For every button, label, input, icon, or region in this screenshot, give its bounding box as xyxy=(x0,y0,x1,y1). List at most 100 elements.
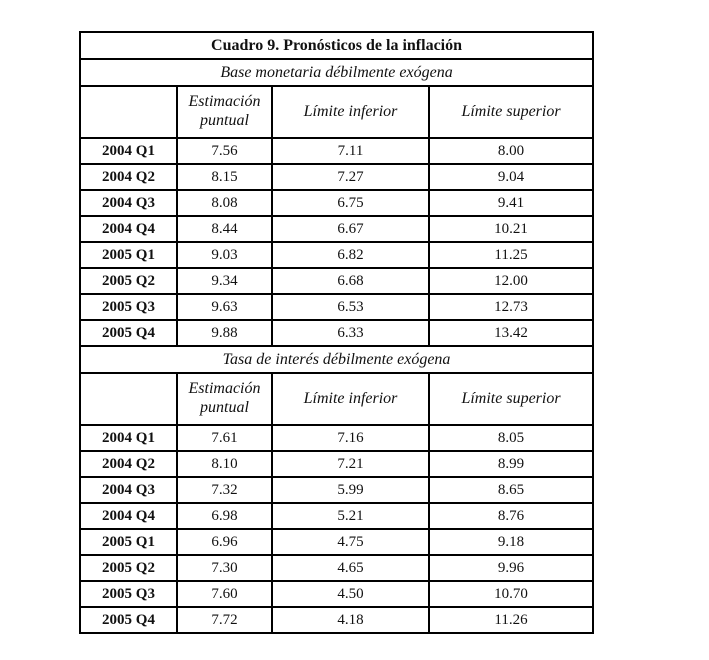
cell-value: 7.16 xyxy=(271,424,430,452)
row-label: 2005 Q4 xyxy=(79,319,178,347)
row-label: 2004 Q4 xyxy=(79,215,178,243)
cell-value: 7.72 xyxy=(176,606,273,634)
inflation-forecast-table: Cuadro 9. Pronósticos de la inflación Ba… xyxy=(78,31,595,634)
cell-value: 8.76 xyxy=(427,502,595,530)
cell-value: 7.21 xyxy=(271,450,430,478)
cell-value: 7.30 xyxy=(176,554,273,582)
row-label: 2004 Q3 xyxy=(79,189,178,217)
row-label: 2004 Q1 xyxy=(79,137,178,165)
cell-value: 8.15 xyxy=(176,163,273,191)
table-row: 2005 Q3 7.60 4.50 10.70 xyxy=(79,580,595,608)
cell-value: 9.88 xyxy=(176,319,273,347)
table-row: 2004 Q2 8.10 7.21 8.99 xyxy=(79,450,595,478)
cell-value: 4.50 xyxy=(271,580,430,608)
cell-value: 6.33 xyxy=(271,319,430,347)
section-1-subtitle-row: Base monetaria débilmente exógena xyxy=(78,58,595,87)
column-header-limite-superior: Límite superior xyxy=(427,372,595,426)
section-2-subtitle: Tasa de interés débilmente exógena xyxy=(78,345,595,374)
cell-value: 13.42 xyxy=(427,319,595,347)
section-1-subtitle: Base monetaria débilmente exógena xyxy=(78,58,595,87)
cell-value: 11.26 xyxy=(427,606,595,634)
row-label: 2005 Q4 xyxy=(79,606,178,634)
row-label: 2004 Q4 xyxy=(79,502,178,530)
row-label: 2005 Q2 xyxy=(79,554,178,582)
cell-value: 9.03 xyxy=(176,241,273,269)
row-label: 2004 Q2 xyxy=(79,450,178,478)
cell-value: 8.99 xyxy=(427,450,595,478)
row-label: 2004 Q2 xyxy=(79,163,178,191)
row-label: 2005 Q3 xyxy=(79,580,178,608)
table-row: 2005 Q1 9.03 6.82 11.25 xyxy=(79,241,595,269)
table-row: 2004 Q4 8.44 6.67 10.21 xyxy=(79,215,595,243)
cell-value: 12.00 xyxy=(427,267,595,295)
cell-value: 6.75 xyxy=(271,189,430,217)
table-row: 2005 Q3 9.63 6.53 12.73 xyxy=(79,293,595,321)
cell-value: 5.21 xyxy=(271,502,430,530)
table-row: 2005 Q4 7.72 4.18 11.26 xyxy=(79,606,595,634)
column-header-limite-inferior: Límite inferior xyxy=(271,372,430,426)
cell-value: 4.75 xyxy=(271,528,430,556)
cell-value: 9.41 xyxy=(427,189,595,217)
column-header-estimacion-puntual: Estimación puntual xyxy=(176,372,273,426)
cell-value: 8.10 xyxy=(176,450,273,478)
cell-value: 5.99 xyxy=(271,476,430,504)
table-row: 2005 Q2 9.34 6.68 12.00 xyxy=(79,267,595,295)
row-label: 2005 Q1 xyxy=(79,528,178,556)
section-1-rows: 2004 Q1 7.56 7.11 8.00 2004 Q2 8.15 7.27 9.04 20… xyxy=(79,137,595,347)
table-row: 2004 Q4 6.98 5.21 8.76 xyxy=(79,502,595,530)
cell-value: 8.44 xyxy=(176,215,273,243)
cell-value: 9.63 xyxy=(176,293,273,321)
table-row: 2005 Q2 7.30 4.65 9.96 xyxy=(79,554,595,582)
corner-cell xyxy=(79,85,178,139)
row-label: 2004 Q1 xyxy=(79,424,178,452)
cell-value: 4.65 xyxy=(271,554,430,582)
cell-value: 7.60 xyxy=(176,580,273,608)
row-label: 2005 Q2 xyxy=(79,267,178,295)
cell-value: 8.08 xyxy=(176,189,273,217)
section-2-subtitle-row: Tasa de interés débilmente exógena xyxy=(78,345,595,374)
table-row: 2005 Q1 6.96 4.75 9.18 xyxy=(79,528,595,556)
cell-value: 8.05 xyxy=(427,424,595,452)
table-row: 2004 Q3 7.32 5.99 8.65 xyxy=(79,476,595,504)
table-row: 2004 Q1 7.61 7.16 8.05 xyxy=(79,424,595,452)
corner-cell xyxy=(79,372,178,426)
cell-value: 6.82 xyxy=(271,241,430,269)
cell-value: 6.98 xyxy=(176,502,273,530)
table-row: 2004 Q1 7.56 7.11 8.00 xyxy=(79,137,595,165)
cell-value: 7.11 xyxy=(271,137,430,165)
title-row: Cuadro 9. Pronósticos de la inflación xyxy=(78,31,595,60)
cell-value: 9.96 xyxy=(427,554,595,582)
section-2-header-row: Estimación puntual Límite inferior Límit… xyxy=(79,372,595,426)
cell-value: 9.18 xyxy=(427,528,595,556)
cell-value: 8.00 xyxy=(427,137,595,165)
cell-value: 6.67 xyxy=(271,215,430,243)
cell-value: 6.96 xyxy=(176,528,273,556)
cell-value: 10.21 xyxy=(427,215,595,243)
section-1-header-row: Estimación puntual Límite inferior Límit… xyxy=(79,85,595,139)
table-row: 2004 Q3 8.08 6.75 9.41 xyxy=(79,189,595,217)
cell-value: 7.56 xyxy=(176,137,273,165)
cell-value: 6.53 xyxy=(271,293,430,321)
cell-value: 4.18 xyxy=(271,606,430,634)
table-title: Cuadro 9. Pronósticos de la inflación xyxy=(78,31,595,60)
column-header-limite-superior: Límite superior xyxy=(427,85,595,139)
cell-value: 11.25 xyxy=(427,241,595,269)
column-header-estimacion-puntual: Estimación puntual xyxy=(176,85,273,139)
table-row: 2005 Q4 9.88 6.33 13.42 xyxy=(79,319,595,347)
row-label: 2005 Q1 xyxy=(79,241,178,269)
cell-value: 10.70 xyxy=(427,580,595,608)
cell-value: 9.34 xyxy=(176,267,273,295)
cell-value: 8.65 xyxy=(427,476,595,504)
cell-value: 12.73 xyxy=(427,293,595,321)
cell-value: 7.32 xyxy=(176,476,273,504)
cell-value: 6.68 xyxy=(271,267,430,295)
section-2-rows: 2004 Q1 7.61 7.16 8.05 2004 Q2 8.10 7.21 8.99 20… xyxy=(79,424,595,634)
table-row: 2004 Q2 8.15 7.27 9.04 xyxy=(79,163,595,191)
cell-value: 7.61 xyxy=(176,424,273,452)
column-header-limite-inferior: Límite inferior xyxy=(271,85,430,139)
cell-value: 7.27 xyxy=(271,163,430,191)
row-label: 2004 Q3 xyxy=(79,476,178,504)
cell-value: 9.04 xyxy=(427,163,595,191)
row-label: 2005 Q3 xyxy=(79,293,178,321)
